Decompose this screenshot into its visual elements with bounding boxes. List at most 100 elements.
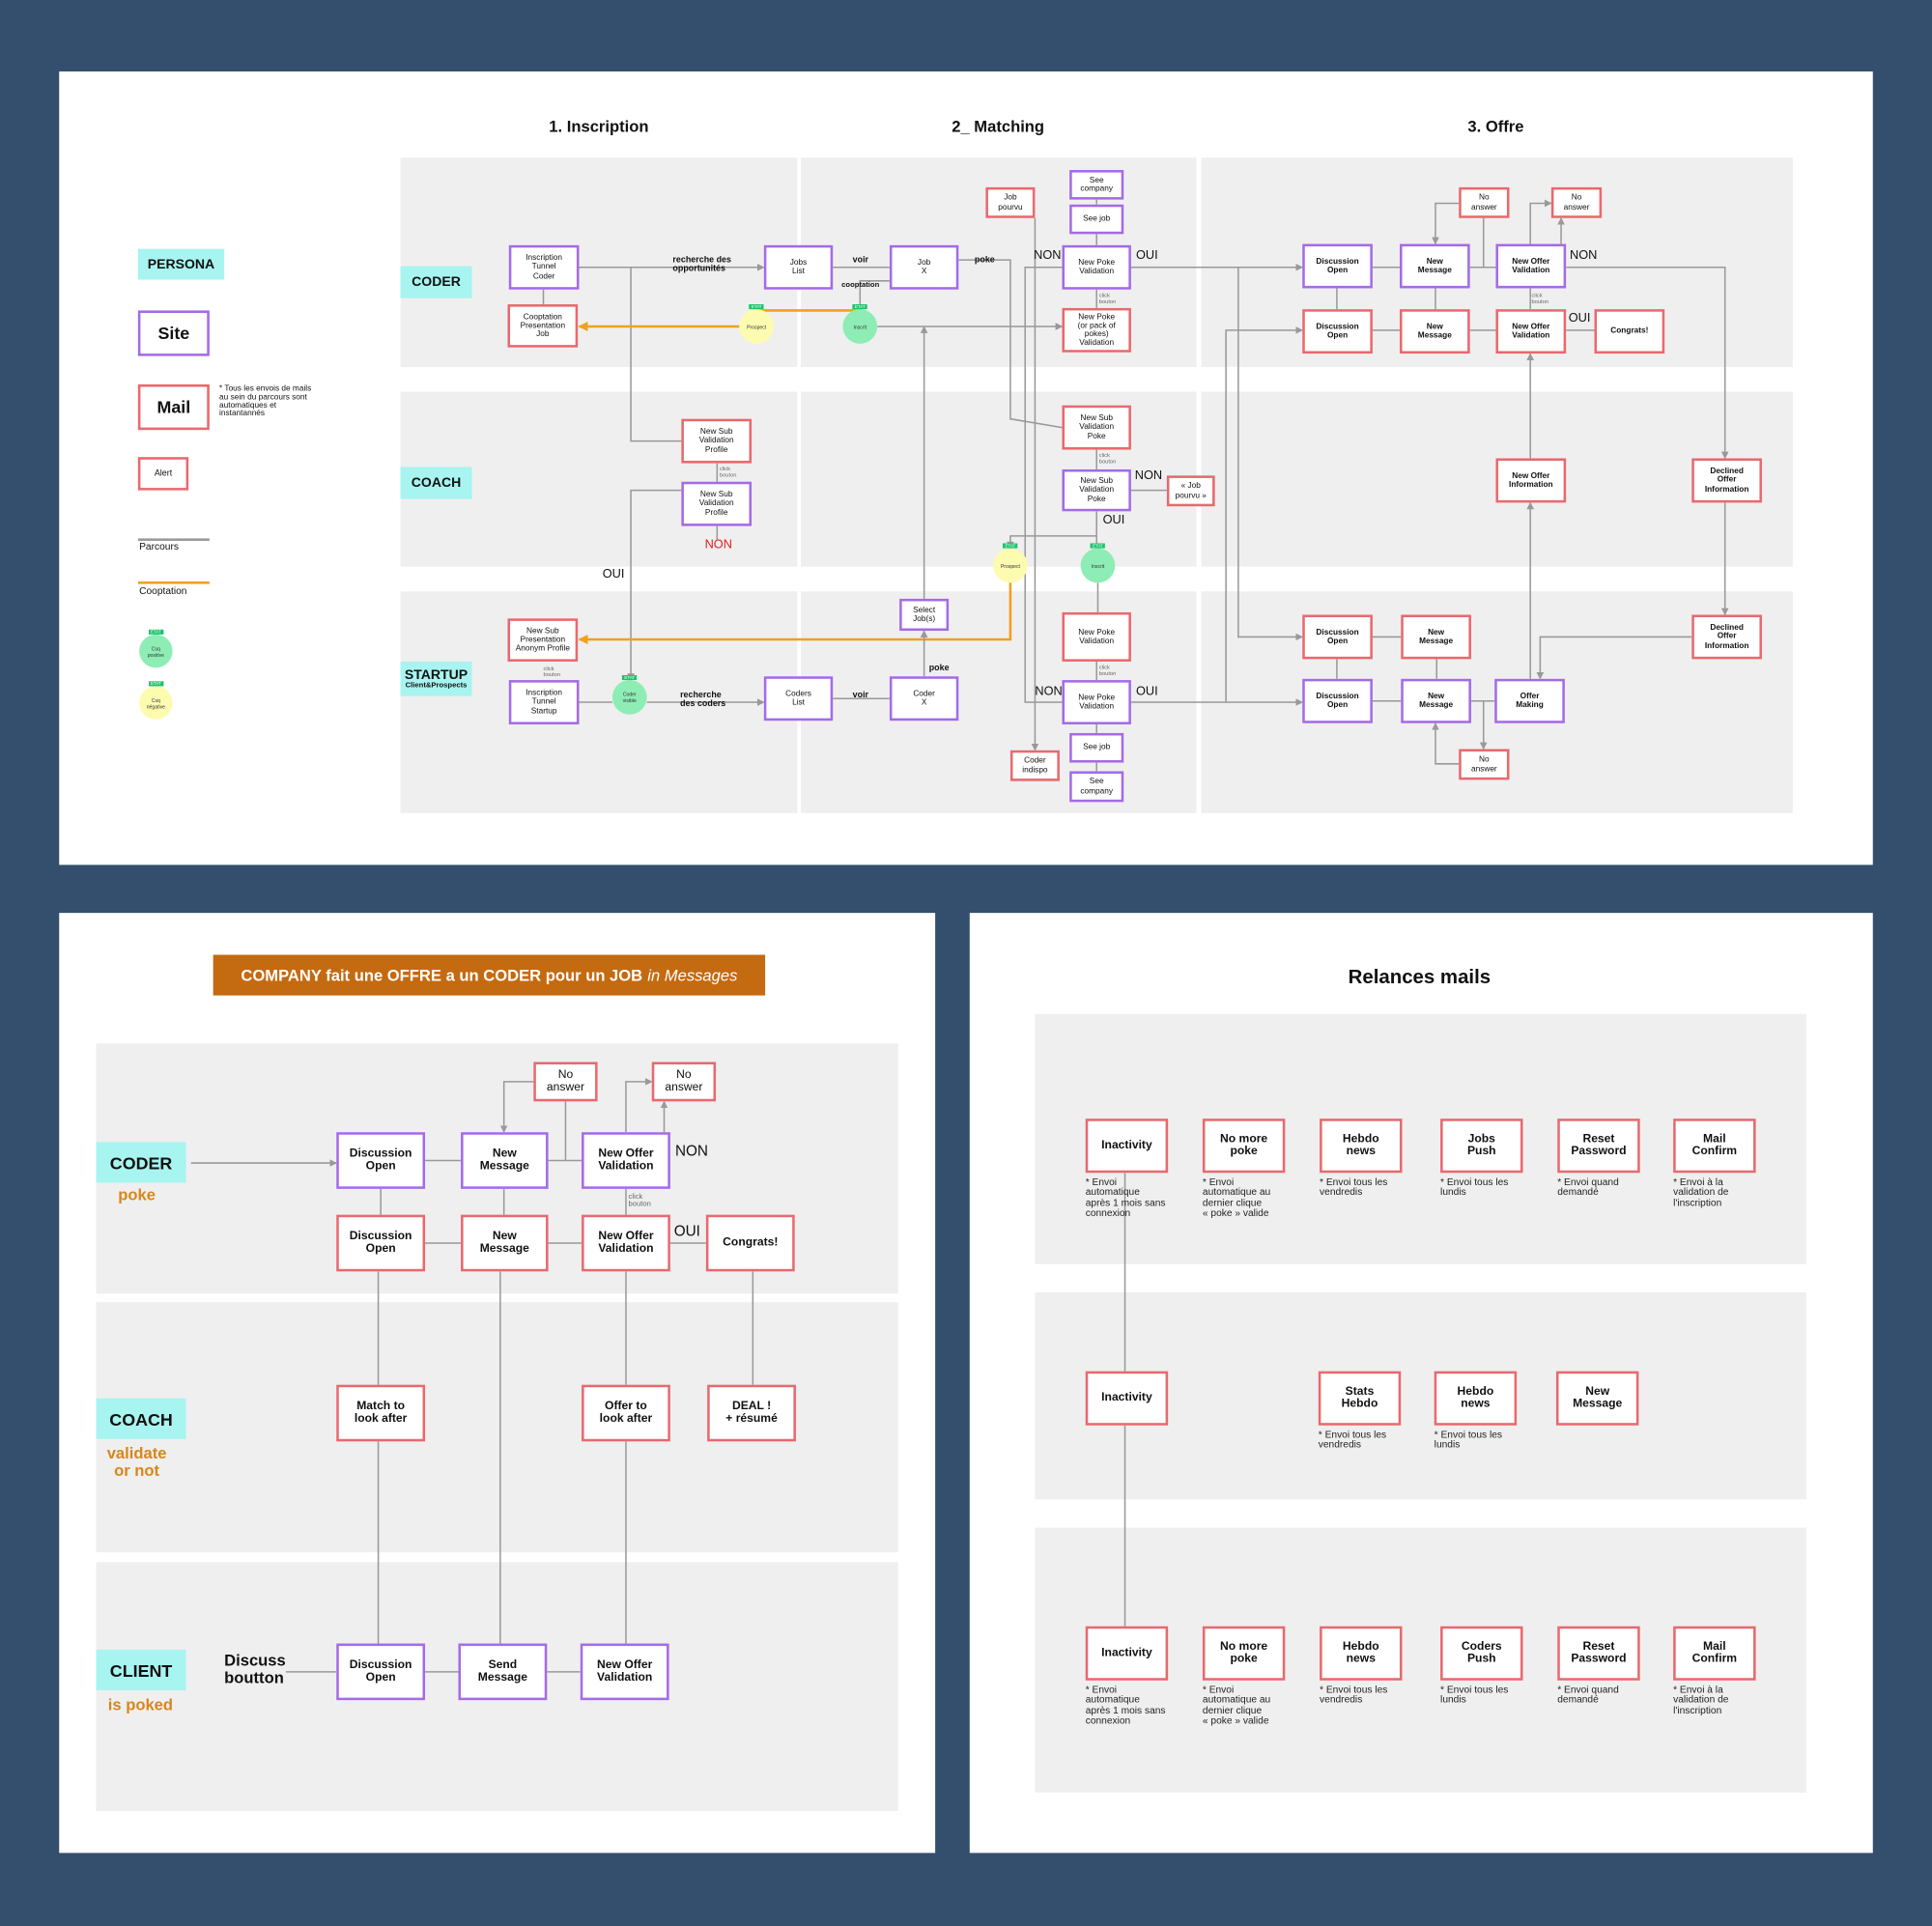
mail-no-more-poke[interactable]: No more poke: [1202, 1119, 1286, 1174]
mail-reset-password[interactable]: Reset Password: [1557, 1626, 1640, 1681]
mail-step-new-poke-or-pack-of-pokes-validation[interactable]: New Poke (or pack of pokes) Validation: [1062, 307, 1131, 353]
parcours-connector: [1024, 267, 1063, 703]
site-step-see-company[interactable]: See company: [1069, 170, 1124, 200]
mail-no-more-poke[interactable]: No more poke: [1202, 1626, 1286, 1681]
site-step-discussion-open[interactable]: Discussion Open: [1302, 243, 1373, 289]
site-step-new-message[interactable]: New Message: [1399, 243, 1470, 289]
mail-step-declined-offer-information[interactable]: Declined Offer Information: [1691, 614, 1762, 660]
offer-title-em: in Messages: [647, 965, 738, 985]
mail-step-declined-offer-information[interactable]: Declined Offer Information: [1691, 458, 1762, 503]
mail-step-new-sub-validation-poke[interactable]: New Sub Validation Poke: [1062, 405, 1131, 450]
persona-coach: COACH: [400, 467, 472, 499]
mail-step-new-offer-validation[interactable]: New Offer Validation: [582, 1214, 670, 1272]
mail-mail-confirm[interactable]: Mail Confirm: [1673, 1119, 1756, 1174]
mail-step-no-answer[interactable]: No answer: [651, 1062, 717, 1102]
mail-step-no-answer[interactable]: No answer: [1459, 749, 1510, 780]
mail-step-no-answer[interactable]: No answer: [533, 1062, 598, 1102]
mail-step-new-message[interactable]: New Message: [1401, 614, 1471, 660]
site-step-send-message[interactable]: Send Message: [458, 1643, 548, 1701]
mail-note: * Envoi tous les lundis: [1440, 1684, 1509, 1706]
mail-step-offer-to-look-after[interactable]: Offer to look after: [582, 1384, 670, 1442]
flow-label-voir: voir: [852, 256, 869, 266]
site-step-inscription-tunnel-startup[interactable]: Inscription Tunnel Startup: [508, 680, 580, 724]
mail-note: * Envoi tous les vendredis: [1320, 1684, 1388, 1706]
mail-step-new-message[interactable]: New Message: [461, 1214, 549, 1272]
flow-label-cooptation: cooptation: [841, 282, 880, 290]
mail-new-message[interactable]: New Message: [1555, 1371, 1639, 1426]
etat-inscrit: ETAT Inscrit: [842, 304, 878, 344]
site-step-see-company[interactable]: See company: [1069, 771, 1124, 803]
mail-note: * Envoi automatique au dernier clique « …: [1202, 1176, 1271, 1219]
mail-inactivity[interactable]: Inactivity: [1085, 1371, 1169, 1426]
mail-step-deal-r-sum[interactable]: DEAL ! + résumé: [707, 1384, 796, 1442]
site-step-inscription-tunnel-coder[interactable]: Inscription Tunnel Coder: [508, 244, 580, 290]
etat-badge: ETAT: [852, 304, 868, 310]
site-step-new-sub-validation-profile[interactable]: New Sub Validation Profile: [681, 481, 753, 526]
site-step-coders-list[interactable]: Coders List: [763, 676, 834, 722]
mail-step-new-offer-information[interactable]: New Offer Information: [1495, 458, 1567, 503]
mail-inactivity[interactable]: Inactivity: [1085, 1626, 1169, 1681]
mail-mail-confirm[interactable]: Mail Confirm: [1673, 1626, 1756, 1681]
mail-reset-password[interactable]: Reset Password: [1557, 1119, 1640, 1174]
mail-hebdo-news[interactable]: Hebdo news: [1320, 1626, 1403, 1681]
mail-jobs-push[interactable]: Jobs Push: [1440, 1119, 1523, 1174]
mail-step-new-poke-validation[interactable]: New Poke Validation: [1062, 611, 1131, 662]
flow-label-click-bouton: click bouton: [543, 665, 561, 678]
mail-step-discussion-open[interactable]: Discussion Open: [1302, 309, 1373, 354]
site-step-discussion-open[interactable]: Discussion Open: [336, 1643, 426, 1701]
persona-coach-sub: validate or not: [106, 1443, 167, 1480]
site-step-coder-x[interactable]: Coder X: [889, 676, 959, 722]
site-step-offer-making[interactable]: Offer Making: [1494, 678, 1565, 723]
persona-name: STARTUP: [404, 667, 469, 683]
site-step-new-offer-validation[interactable]: New Offer Validation: [580, 1643, 669, 1701]
mail-stats-hebdo[interactable]: Stats Hebdo: [1318, 1371, 1402, 1426]
mail-coders-push[interactable]: Coders Push: [1440, 1626, 1523, 1681]
site-step-job-x[interactable]: Job X: [889, 244, 959, 290]
site-step-select-job-s[interactable]: Select Job(s): [899, 598, 950, 632]
etat-coder-visible: ETAT Coder visible: [611, 674, 647, 715]
mail-inactivity[interactable]: Inactivity: [1085, 1119, 1169, 1174]
relances-title: Relances mails: [1348, 967, 1492, 988]
flow-label-oui: OUI: [1136, 685, 1158, 699]
site-step-see-job[interactable]: See job: [1069, 204, 1124, 235]
mail-step-discussion-open[interactable]: Discussion Open: [1302, 614, 1373, 660]
mail-step-discussion-open[interactable]: Discussion Open: [336, 1214, 426, 1272]
site-step-new-offer-validation[interactable]: New Offer Validation: [582, 1132, 670, 1189]
site-step-new-message[interactable]: New Message: [461, 1132, 549, 1189]
mail-note: * Envoi à la validation de l'inscription: [1673, 1684, 1729, 1716]
site-step-new-sub-validation-poke[interactable]: New Sub Validation Poke: [1062, 468, 1131, 512]
site-step-see-job[interactable]: See job: [1069, 732, 1124, 763]
flow-label-voir: voir: [852, 691, 869, 700]
mail-step-new-offer-validation[interactable]: New Offer Validation: [1495, 309, 1567, 354]
etat-badge: ETAT: [1090, 543, 1106, 549]
mail-step-cooptation-presentation-job[interactable]: Cooptation Presentation Job: [507, 304, 579, 348]
mail-step-new-sub-presentation-anonym-profile[interactable]: New Sub Presentation Anonym Profile: [507, 618, 579, 662]
site-step-discussion-open[interactable]: Discussion Open: [1302, 678, 1373, 723]
mail-step-coder-indispo[interactable]: Coder indispo: [1009, 750, 1060, 781]
mail-step-match-to-look-after[interactable]: Match to look after: [336, 1384, 426, 1442]
mail-hebdo-news[interactable]: Hebdo news: [1434, 1371, 1518, 1426]
site-step-new-poke-validation[interactable]: New Poke Validation: [1062, 680, 1131, 724]
persona-coder-sub: poke: [118, 1185, 156, 1204]
mail-step-congrats[interactable]: Congrats!: [705, 1214, 795, 1272]
mail-step-new-message[interactable]: New Message: [1399, 309, 1470, 354]
mail-step-new-sub-validation-profile[interactable]: New Sub Validation Profile: [681, 418, 753, 464]
mail-step-no-answer[interactable]: No answer: [1459, 186, 1510, 218]
parcours-connector: [1432, 202, 1460, 245]
offer-title-main: COMPANY fait une OFFRE a un CODER pour u…: [241, 965, 643, 985]
site-step-new-offer-validation[interactable]: New Offer Validation: [1495, 243, 1567, 289]
parcours-connector: [859, 280, 890, 311]
mail-step-no-answer[interactable]: No answer: [1550, 186, 1603, 218]
mail-step-congrats[interactable]: Congrats!: [1594, 309, 1665, 354]
mail-step-job-pourvu[interactable]: Job pourvu: [985, 186, 1036, 218]
site-step-discussion-open[interactable]: Discussion Open: [336, 1132, 426, 1189]
site-step-jobs-list[interactable]: Jobs List: [763, 244, 834, 290]
site-step-new-message[interactable]: New Message: [1401, 678, 1471, 723]
flow-label-click-bouton: click bouton: [1098, 452, 1117, 465]
mail-hebdo-news[interactable]: Hebdo news: [1320, 1119, 1403, 1174]
mail-step-job-pourvu[interactable]: « Job pourvu »: [1166, 475, 1215, 507]
flow-label-click-bouton: click bouton: [1098, 292, 1117, 304]
site-step-new-poke-validation[interactable]: New Poke Validation: [1062, 244, 1131, 290]
mail-note: * Envoi automatique après 1 mois sans co…: [1085, 1176, 1166, 1219]
